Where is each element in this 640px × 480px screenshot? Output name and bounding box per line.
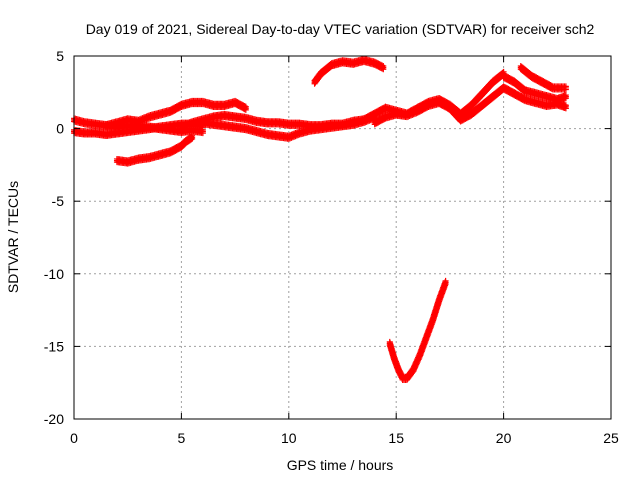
series-track-3 bbox=[113, 132, 196, 167]
series-track-12 bbox=[386, 277, 449, 383]
x-tick-label: 10 bbox=[281, 430, 297, 446]
grid-lines bbox=[74, 56, 611, 419]
axis-ticks: 0 5 10 15 20 25 5 0 -5 -10 -15 -20 bbox=[44, 48, 619, 446]
data-point bbox=[199, 130, 206, 137]
x-tick-label: 0 bbox=[70, 430, 78, 446]
chart-title: Day 019 of 2021, Sidereal Day-to-day VTE… bbox=[86, 21, 595, 37]
y-tick-label: -15 bbox=[44, 338, 64, 354]
y-tick-label: -20 bbox=[44, 411, 64, 427]
x-tick-label: 15 bbox=[388, 430, 404, 446]
x-tick-label: 20 bbox=[496, 430, 512, 446]
series-track-6 bbox=[199, 112, 378, 142]
data-points bbox=[71, 55, 569, 383]
x-tick-label: 25 bbox=[603, 430, 619, 446]
x-axis-label: GPS time / hours bbox=[287, 457, 394, 473]
data-point bbox=[189, 135, 196, 142]
plot-frame bbox=[73, 55, 612, 420]
y-tick-label: -10 bbox=[44, 266, 64, 282]
series-track-4 bbox=[103, 97, 249, 131]
y-axis-label: SDTVAR / TECUs bbox=[5, 181, 21, 293]
data-point bbox=[242, 106, 249, 113]
x-tick-label: 5 bbox=[178, 430, 186, 446]
y-tick-label: 5 bbox=[56, 48, 64, 64]
y-tick-label: -5 bbox=[52, 193, 65, 209]
series-track-7 bbox=[311, 55, 387, 87]
y-tick-label: 0 bbox=[56, 121, 64, 137]
